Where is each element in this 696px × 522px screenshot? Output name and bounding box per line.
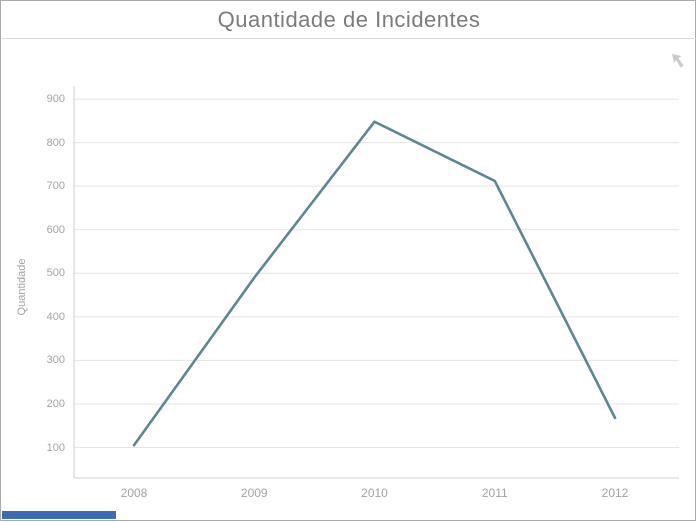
x-tick-label: 2012 [601, 486, 629, 500]
focus-mode-arrow-icon[interactable] [670, 53, 686, 70]
data-line-quantidade[interactable] [132, 120, 617, 447]
x-tick-label: 2009 [240, 486, 268, 500]
x-tick-label: 2008 [120, 486, 148, 500]
y-tick-label: 500 [46, 267, 65, 280]
y-tick-label: 700 [46, 180, 65, 193]
chart-title: Quantidade de Incidentes [217, 7, 481, 32]
y-tick-label: 300 [46, 354, 65, 367]
back-arrow-glyph [671, 54, 684, 68]
horizontal-scrollbar-thumb[interactable] [2, 511, 116, 519]
y-tick-label: 600 [46, 223, 65, 236]
y-tick-label: 800 [46, 136, 65, 149]
y-tick-label: 100 [46, 441, 65, 454]
x-tick-label: 2011 [481, 486, 508, 500]
y-tick-label: 900 [46, 93, 65, 106]
chart-header: Quantidade de Incidentes [2, 2, 696, 39]
x-tick-label: 2010 [361, 486, 388, 500]
y-tick-label: 200 [46, 397, 65, 410]
y-tick-label: 400 [46, 310, 65, 323]
